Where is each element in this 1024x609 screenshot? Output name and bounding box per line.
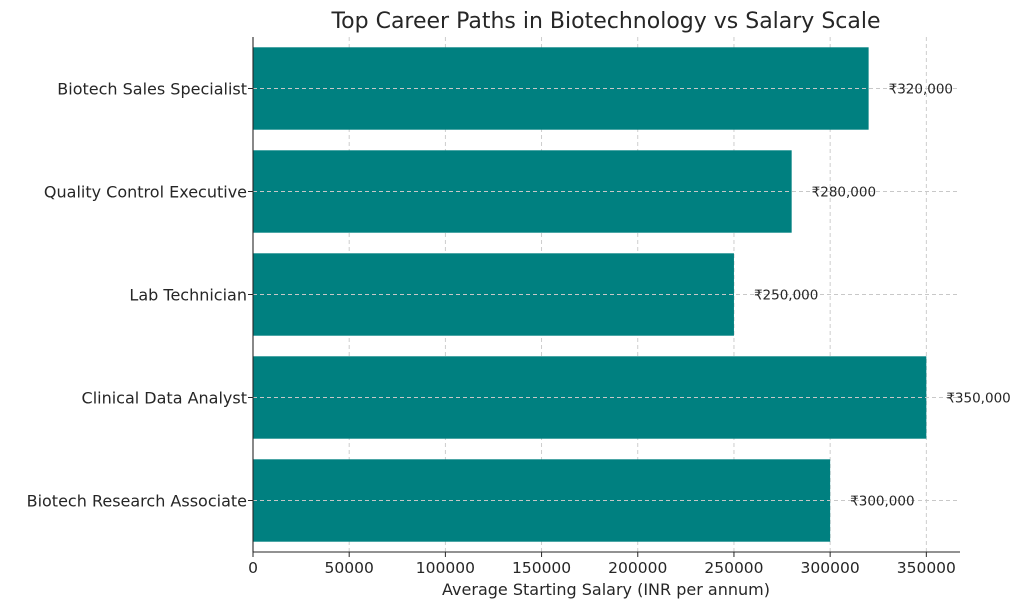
x-axis-label: Average Starting Salary (INR per annum): [442, 580, 770, 599]
x-tick-label: 300000: [801, 559, 860, 577]
category-label: Clinical Data Analyst: [82, 389, 247, 408]
category-label: Biotech Sales Specialist: [57, 80, 247, 99]
chart-title: Top Career Paths in Biotechnology vs Sal…: [330, 9, 880, 34]
x-tick-label: 200000: [608, 559, 667, 577]
value-label: ₹320,000: [889, 82, 953, 98]
x-tick-label: 50000: [325, 559, 374, 577]
category-label: Lab Technician: [129, 286, 247, 305]
value-label: ₹300,000: [850, 494, 914, 510]
x-tick-labels: 0 50000 100000 150000 200000 250000 300000 3500…: [248, 559, 956, 577]
value-label: ₹280,000: [812, 185, 876, 201]
category-label: Biotech Research Associate: [27, 492, 247, 511]
bars: [253, 47, 960, 542]
category-labels: Biotech Research Associate Clinical Data …: [27, 80, 247, 511]
value-label: ₹350,000: [946, 391, 1010, 407]
x-tick-label: 100000: [416, 559, 475, 577]
x-tick-label: 350000: [897, 559, 956, 577]
x-tick-label: 150000: [512, 559, 571, 577]
value-labels: ₹300,000 ₹350,000 ₹250,000 ₹280,000 ₹320,000: [754, 82, 1011, 510]
x-tick-label: 0: [248, 559, 258, 577]
axes: [248, 37, 960, 557]
value-label: ₹250,000: [754, 288, 818, 304]
x-tick-label: 250000: [704, 559, 763, 577]
category-label: Quality Control Executive: [44, 183, 247, 202]
